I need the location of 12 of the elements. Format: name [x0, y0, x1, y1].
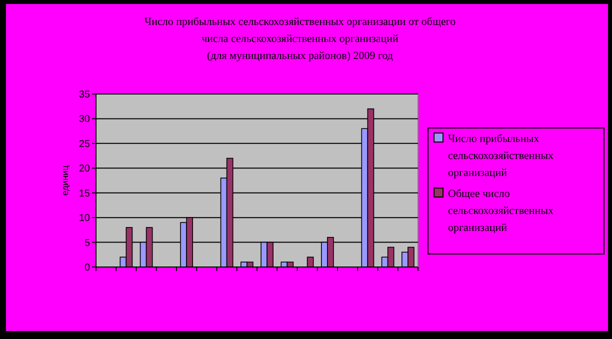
y-tick-label: 15 — [78, 188, 90, 200]
y-tick-label: 25 — [78, 138, 90, 150]
y-tick-label: 10 — [78, 213, 90, 224]
legend-label: Общее число сельскохозяйственных организаций — [448, 188, 554, 234]
y-tick-label: 5 — [84, 238, 90, 249]
y-tick-label: 35 — [78, 90, 90, 100]
y-axis-title: единиц — [60, 165, 70, 196]
y-tick-label: 20 — [78, 164, 90, 175]
y-tick-label: 30 — [78, 114, 90, 126]
y-tick-label: 0 — [84, 262, 90, 274]
legend-label: Число прибыльных сельскохозяйственных организаций — [448, 133, 554, 179]
chart-title: Число прибыльных сельскохозяйственных организации от общего числа сельскохозяйственных организаций (для муниципальных районов) 2009 год — [144, 16, 456, 62]
